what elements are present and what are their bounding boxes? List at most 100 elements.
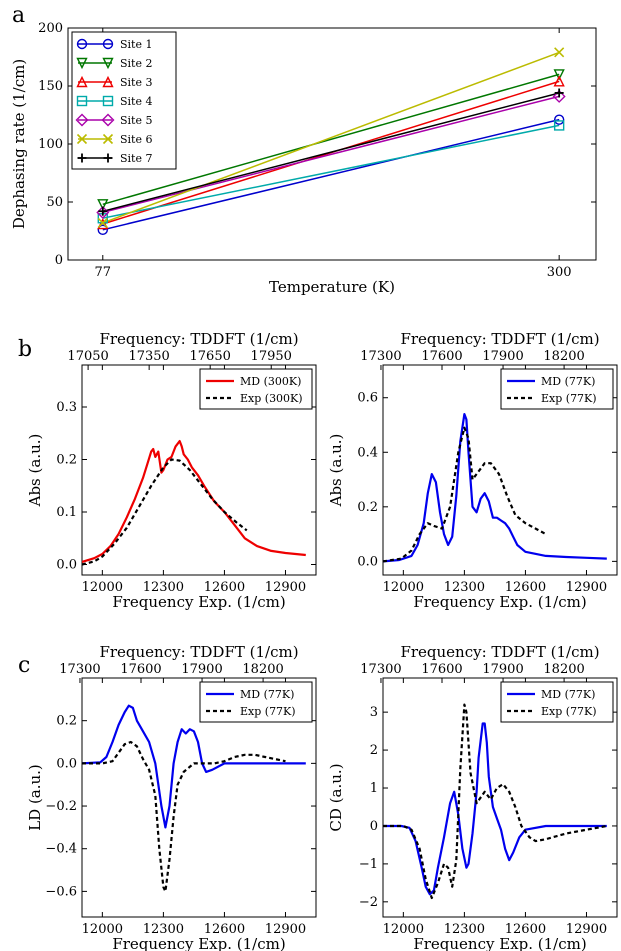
axes-frame-b-right xyxy=(382,364,618,576)
top-x-axis-label: Frequency: TDDFT (1/cm) xyxy=(400,643,599,661)
legend-box xyxy=(199,681,313,723)
legend-marker-4 xyxy=(101,113,115,127)
series-line-0 xyxy=(383,413,607,563)
top-x-tick-label: 17600 xyxy=(421,349,462,364)
y-tick-label: 0.0 xyxy=(56,558,77,573)
top-x-tick-label: 17650 xyxy=(190,349,231,364)
top-x-tick-label: 18200 xyxy=(242,662,283,677)
legend-marker-1 xyxy=(76,57,88,70)
x-tick-label: 12600 xyxy=(505,580,546,595)
series-line-3 xyxy=(102,124,560,219)
y-tick-label: 0.1 xyxy=(56,505,77,520)
top-x-tick-label: 17050 xyxy=(67,349,108,364)
top-x-tick-label: 17300 xyxy=(360,349,401,364)
legend-box xyxy=(199,368,313,410)
y-tick-label: 0 xyxy=(370,819,378,834)
panel-label-c: c xyxy=(18,653,30,678)
plot-area-c-right xyxy=(383,703,607,900)
legend-label-0: MD (77K) xyxy=(240,688,294,701)
legend-box xyxy=(500,368,614,410)
legend-marker-6 xyxy=(103,153,113,163)
x-tick-label: 12000 xyxy=(82,580,123,595)
y-axis-label: Abs (a.u.) xyxy=(26,434,44,508)
chart-c-right: 12000 12300 12600 12900 17300 17600 17900 18200… xyxy=(327,643,618,951)
axes-frame-c-right xyxy=(382,677,618,918)
charts-group: 77 300 0 50 100 150 200 Temperature (K) Dephasin… xyxy=(10,21,618,951)
y-axis-label: CD (a.u.) xyxy=(327,763,345,831)
y-tick-label: 0.2 xyxy=(56,714,77,729)
legend-label-0: MD (300K) xyxy=(240,375,301,388)
y-tick-label: −0.2 xyxy=(45,799,77,814)
series-line-5 xyxy=(102,51,560,224)
x-tick-label: 12900 xyxy=(566,922,607,937)
legend-box xyxy=(500,681,614,723)
panel-label-a: a xyxy=(12,3,25,28)
top-x-tick-label: 17600 xyxy=(421,662,462,677)
y-axis-label: Dephasing rate (1/cm) xyxy=(10,59,28,229)
series-line-0 xyxy=(383,722,607,896)
legend-label-1: Exp (300K) xyxy=(240,392,303,405)
legend-marker-0 xyxy=(76,38,88,50)
chart-a: 77 300 0 50 100 150 200 Temperature (K) Dephasin… xyxy=(10,21,597,296)
legend-label-1: Exp (77K) xyxy=(541,705,597,718)
y-tick-label: 3 xyxy=(370,705,378,720)
legend-label-5: Site 6 xyxy=(120,133,152,146)
series-line-0 xyxy=(82,440,306,563)
top-x-tick-label: 17900 xyxy=(181,662,222,677)
legend-marker-5 xyxy=(76,133,88,145)
x-axis-label: Frequency Exp. (1/cm) xyxy=(413,935,586,951)
series-marker-5 xyxy=(97,217,108,228)
series-marker-2 xyxy=(97,217,109,230)
x-tick-label: 12300 xyxy=(143,922,184,937)
legend-label-2: Site 3 xyxy=(120,76,152,89)
x-tick-label: 12600 xyxy=(505,922,546,937)
x-tick-label: 12300 xyxy=(444,922,485,937)
legend-marker-2 xyxy=(76,75,88,88)
y-tick-label: 0.6 xyxy=(357,391,378,406)
chart-c-left: 12000 12300 12600 12900 17300 17600 17900 18200… xyxy=(26,643,317,951)
x-tick-label: 77 xyxy=(95,265,112,280)
legend-label-1: Exp (77K) xyxy=(240,705,296,718)
plot-area-b-right xyxy=(383,413,607,563)
series-marker-5 xyxy=(554,47,565,58)
top-x-tick-label: 17900 xyxy=(482,349,523,364)
plot-area-c-left xyxy=(82,704,306,893)
top-x-tick-label: 17350 xyxy=(128,349,169,364)
series-line-4 xyxy=(102,95,560,214)
y-tick-label: 1 xyxy=(370,781,378,796)
x-tick-label: 12000 xyxy=(383,580,424,595)
y-tick-label: −2 xyxy=(359,895,378,910)
y-tick-label: 150 xyxy=(38,79,63,94)
top-x-axis-label: Frequency: TDDFT (1/cm) xyxy=(400,330,599,348)
series-marker-1 xyxy=(553,69,565,81)
x-tick-label: 12900 xyxy=(265,580,306,595)
y-tick-label: 0.0 xyxy=(56,756,77,771)
plot-area-a xyxy=(102,51,560,231)
y-tick-label: 0 xyxy=(55,253,63,268)
y-axis-label: Abs (a.u.) xyxy=(327,434,345,508)
y-tick-label: 0.3 xyxy=(56,400,77,415)
legend-label-4: Site 5 xyxy=(120,114,152,127)
y-tick-label: −0.4 xyxy=(45,842,77,857)
x-tick-label: 12900 xyxy=(566,580,607,595)
y-tick-label: 0.4 xyxy=(357,445,378,460)
series-marker-6 xyxy=(554,88,564,98)
series-marker-1 xyxy=(97,199,109,211)
top-x-tick-label: 17300 xyxy=(59,662,100,677)
x-tick-label: 300 xyxy=(547,265,572,280)
y-tick-label: −0.6 xyxy=(45,884,77,899)
top-x-tick-label: 18200 xyxy=(543,662,584,677)
legend-label-1: Exp (77K) xyxy=(541,392,597,405)
top-x-tick-label: 17950 xyxy=(251,349,292,364)
y-tick-label: 0.0 xyxy=(357,554,378,569)
series-marker-0 xyxy=(553,114,565,125)
panel-label-b: b xyxy=(18,337,32,362)
series-line-1 xyxy=(102,73,560,206)
top-x-tick-label: 18200 xyxy=(543,349,584,364)
y-tick-label: 50 xyxy=(46,195,63,210)
legend-label-6: Site 7 xyxy=(120,152,152,165)
legend-marker-6 xyxy=(77,153,87,163)
axes-frame-b-left xyxy=(81,364,317,576)
series-line-1 xyxy=(82,740,286,893)
